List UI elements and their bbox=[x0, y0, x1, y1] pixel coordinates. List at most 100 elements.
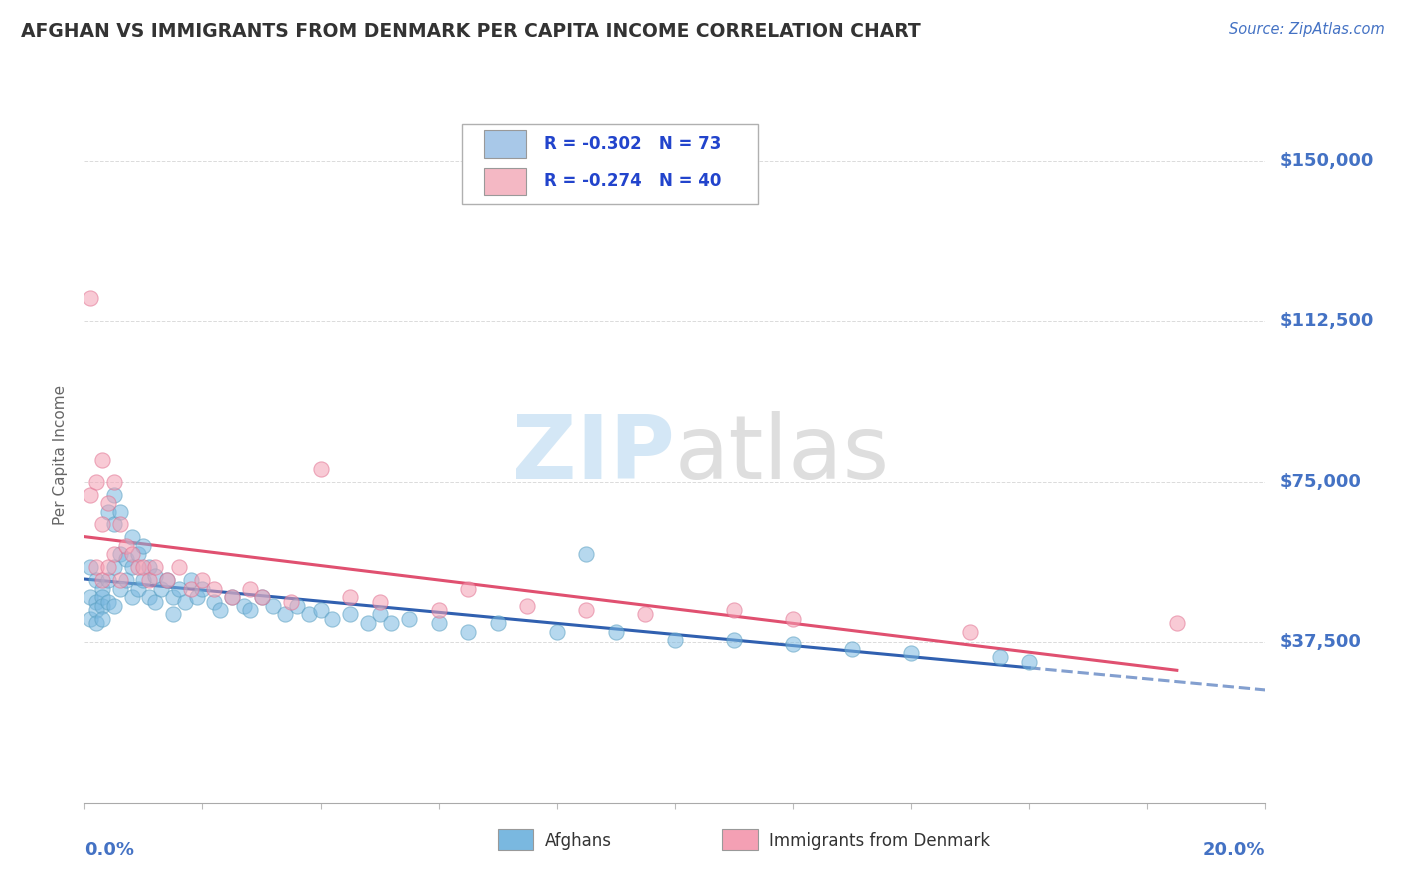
Point bbox=[339, 607, 361, 622]
Point bbox=[127, 582, 149, 596]
Point bbox=[280, 594, 302, 608]
Point bbox=[108, 517, 131, 532]
Point bbox=[723, 603, 745, 617]
Point bbox=[143, 569, 166, 583]
Point bbox=[339, 591, 361, 605]
Point bbox=[191, 582, 214, 596]
Point bbox=[91, 517, 114, 532]
Point bbox=[84, 560, 107, 574]
Point bbox=[239, 582, 262, 596]
Point bbox=[575, 603, 598, 617]
Point bbox=[132, 573, 155, 587]
Point bbox=[202, 582, 225, 596]
Point bbox=[173, 594, 195, 608]
Point bbox=[138, 573, 160, 587]
Text: 20.0%: 20.0% bbox=[1204, 841, 1265, 859]
Point bbox=[309, 603, 332, 617]
Text: atlas: atlas bbox=[675, 411, 890, 499]
Point bbox=[605, 624, 627, 639]
Point bbox=[108, 548, 131, 562]
Text: Source: ZipAtlas.com: Source: ZipAtlas.com bbox=[1229, 22, 1385, 37]
Point bbox=[127, 560, 149, 574]
Point bbox=[97, 573, 120, 587]
Point bbox=[191, 573, 214, 587]
Point bbox=[274, 607, 297, 622]
Point bbox=[959, 624, 981, 639]
Point bbox=[91, 599, 114, 613]
Point bbox=[427, 603, 450, 617]
Text: $150,000: $150,000 bbox=[1279, 152, 1374, 169]
Point bbox=[103, 487, 125, 501]
Point bbox=[486, 615, 509, 630]
Point bbox=[162, 591, 184, 605]
Point bbox=[368, 594, 391, 608]
Point bbox=[167, 560, 190, 574]
Text: $37,500: $37,500 bbox=[1279, 633, 1361, 651]
Point bbox=[84, 475, 107, 489]
Point bbox=[202, 594, 225, 608]
Point bbox=[723, 633, 745, 648]
Point bbox=[121, 591, 143, 605]
Text: R = -0.302   N = 73: R = -0.302 N = 73 bbox=[544, 135, 721, 153]
Point bbox=[84, 573, 107, 587]
Point bbox=[108, 573, 131, 587]
Point bbox=[221, 591, 243, 605]
Text: R = -0.274   N = 40: R = -0.274 N = 40 bbox=[544, 172, 721, 191]
Point bbox=[575, 548, 598, 562]
Point bbox=[91, 612, 114, 626]
Point bbox=[516, 599, 538, 613]
Point bbox=[103, 599, 125, 613]
Point bbox=[232, 599, 254, 613]
Point bbox=[138, 560, 160, 574]
Point bbox=[79, 591, 101, 605]
Point bbox=[156, 573, 179, 587]
Point bbox=[398, 612, 420, 626]
Point bbox=[79, 487, 101, 501]
Point bbox=[114, 573, 136, 587]
Y-axis label: Per Capita Income: Per Capita Income bbox=[53, 384, 69, 525]
Point bbox=[221, 591, 243, 605]
FancyBboxPatch shape bbox=[723, 830, 758, 850]
Point bbox=[162, 607, 184, 622]
Point bbox=[127, 548, 149, 562]
Text: 0.0%: 0.0% bbox=[84, 841, 135, 859]
Point bbox=[121, 548, 143, 562]
Text: AFGHAN VS IMMIGRANTS FROM DENMARK PER CAPITA INCOME CORRELATION CHART: AFGHAN VS IMMIGRANTS FROM DENMARK PER CA… bbox=[21, 22, 921, 41]
Text: Afghans: Afghans bbox=[546, 832, 612, 850]
Point bbox=[132, 560, 155, 574]
Point bbox=[250, 591, 273, 605]
Point bbox=[84, 594, 107, 608]
Point bbox=[114, 551, 136, 566]
Point bbox=[97, 560, 120, 574]
Point bbox=[262, 599, 284, 613]
Point bbox=[368, 607, 391, 622]
Point bbox=[988, 650, 1011, 665]
FancyBboxPatch shape bbox=[484, 130, 526, 158]
Point bbox=[91, 582, 114, 596]
Point bbox=[103, 517, 125, 532]
Point bbox=[782, 612, 804, 626]
Point bbox=[103, 560, 125, 574]
Point bbox=[79, 291, 101, 305]
Point bbox=[180, 582, 202, 596]
Point bbox=[121, 560, 143, 574]
Point bbox=[103, 548, 125, 562]
Point bbox=[841, 641, 863, 656]
Point bbox=[239, 603, 262, 617]
Point bbox=[108, 582, 131, 596]
Point bbox=[1018, 655, 1040, 669]
Point bbox=[250, 591, 273, 605]
Point bbox=[121, 530, 143, 544]
Point bbox=[108, 505, 131, 519]
Point bbox=[156, 573, 179, 587]
Point bbox=[132, 539, 155, 553]
Point bbox=[634, 607, 657, 622]
Point bbox=[427, 615, 450, 630]
Point bbox=[167, 582, 190, 596]
Point bbox=[285, 599, 308, 613]
Text: $112,500: $112,500 bbox=[1279, 312, 1374, 330]
Point bbox=[79, 612, 101, 626]
Text: Immigrants from Denmark: Immigrants from Denmark bbox=[769, 832, 990, 850]
Point bbox=[209, 603, 232, 617]
FancyBboxPatch shape bbox=[484, 168, 526, 195]
